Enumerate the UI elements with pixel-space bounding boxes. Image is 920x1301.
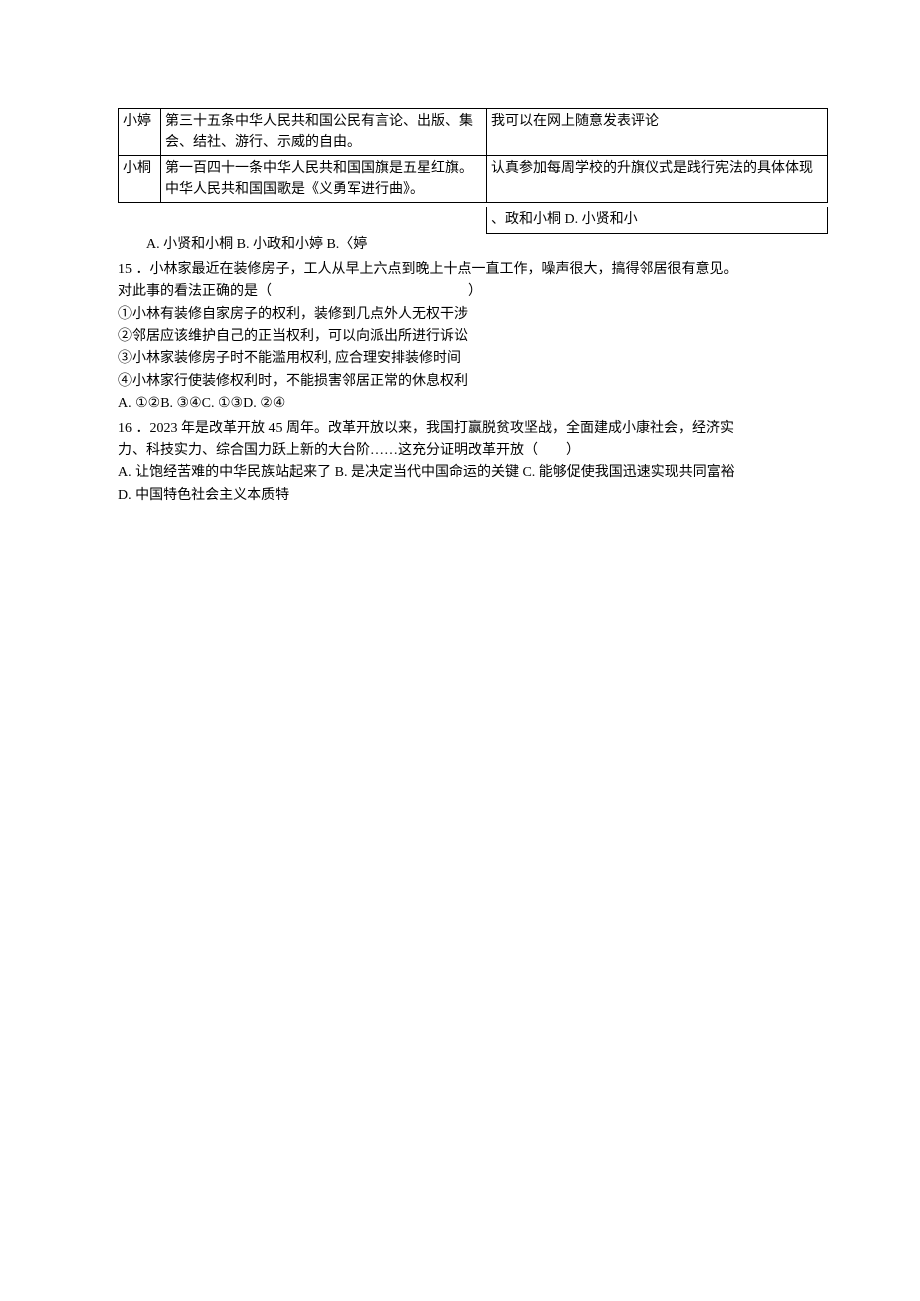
q15-statement-3: ③小林家装修房子时不能滥用权利, 应合理安排装修时间 bbox=[118, 348, 828, 370]
cell-name: 小婷 bbox=[119, 109, 161, 156]
cell-practice: 我可以在网上随意发表评论 bbox=[487, 109, 828, 156]
table-row: 小桐 第一百四十一条中华人民共和国国旗是五星红旗。中华人民共和国国歌是《义勇军进… bbox=[119, 156, 828, 203]
q15-stem-line1: 15 ．小林家最近在装修房子，工人从早上六点到晚上十点一直工作，噪声很大，搞得邻… bbox=[118, 259, 828, 281]
cell-name: 小桐 bbox=[119, 156, 161, 203]
q16-stem-line2: 力、科技实力、综合国力跃上新的大台阶……这充分证明改革开放（ ） bbox=[118, 440, 828, 462]
q15-statement-1: ①小林有装修自家房子的权利，装修到几点外人无权干涉 bbox=[118, 304, 828, 326]
question-15: 15 ．小林家最近在装修房子，工人从早上六点到晚上十点一直工作，噪声很大，搞得邻… bbox=[118, 259, 828, 416]
table-row: 小婷 第三十五条中华人民共和国公民有言论、出版、集会、结社、游行、示威的自由。 … bbox=[119, 109, 828, 156]
q15-options: A. ①②B. ③④C. ①③D. ②④ bbox=[118, 393, 828, 415]
question-16: 16 ．2023 年是改革开放 45 周年。改革开放以来，我国打赢脱贫攻坚战，全… bbox=[118, 418, 828, 508]
document-page: 小婷 第三十五条中华人民共和国公民有言论、出版、集会、结社、游行、示威的自由。 … bbox=[0, 0, 920, 547]
q14-option-cell-right: 、政和小桐 D. 小贤和小 bbox=[486, 207, 828, 234]
cell-practice-text: 认真参加每周学校的升旗仪式是践行宪法的具体体现 bbox=[491, 161, 813, 176]
cell-article: 第一百四十一条中华人民共和国国旗是五星红旗。中华人民共和国国歌是《义勇军进行曲》… bbox=[161, 156, 487, 203]
cell-article: 第三十五条中华人民共和国公民有言论、出版、集会、结社、游行、示威的自由。 bbox=[161, 109, 487, 156]
q14-options-left: A. 小贤和小桐 B. 小政和小婷 B.〈婷 bbox=[118, 234, 828, 256]
q15-statement-4: ④小林家行使装修权利时，不能损害邻居正常的休息权利 bbox=[118, 371, 828, 393]
constitution-table: 小婷 第三十五条中华人民共和国公民有言论、出版、集会、结社、游行、示威的自由。 … bbox=[118, 108, 828, 203]
q15-stem-line2: 对此事的看法正确的是（ ） bbox=[118, 281, 828, 303]
cell-practice: 认真参加每周学校的升旗仪式是践行宪法的具体体现 bbox=[487, 156, 828, 203]
q16-options-line2: D. 中国特色社会主义本质特 bbox=[118, 485, 828, 507]
q16-stem-line1: 16 ．2023 年是改革开放 45 周年。改革开放以来，我国打赢脱贫攻坚战，全… bbox=[118, 418, 828, 440]
q14-options-row: 、政和小桐 D. 小贤和小 bbox=[118, 207, 828, 234]
q15-statement-2: ②邻居应该维护自己的正当权利，可以向派出所进行诉讼 bbox=[118, 326, 828, 348]
q16-options-line1: A. 让饱经苦难的中华民族站起来了 B. 是决定当代中国命运的关键 C. 能够促… bbox=[118, 462, 828, 484]
